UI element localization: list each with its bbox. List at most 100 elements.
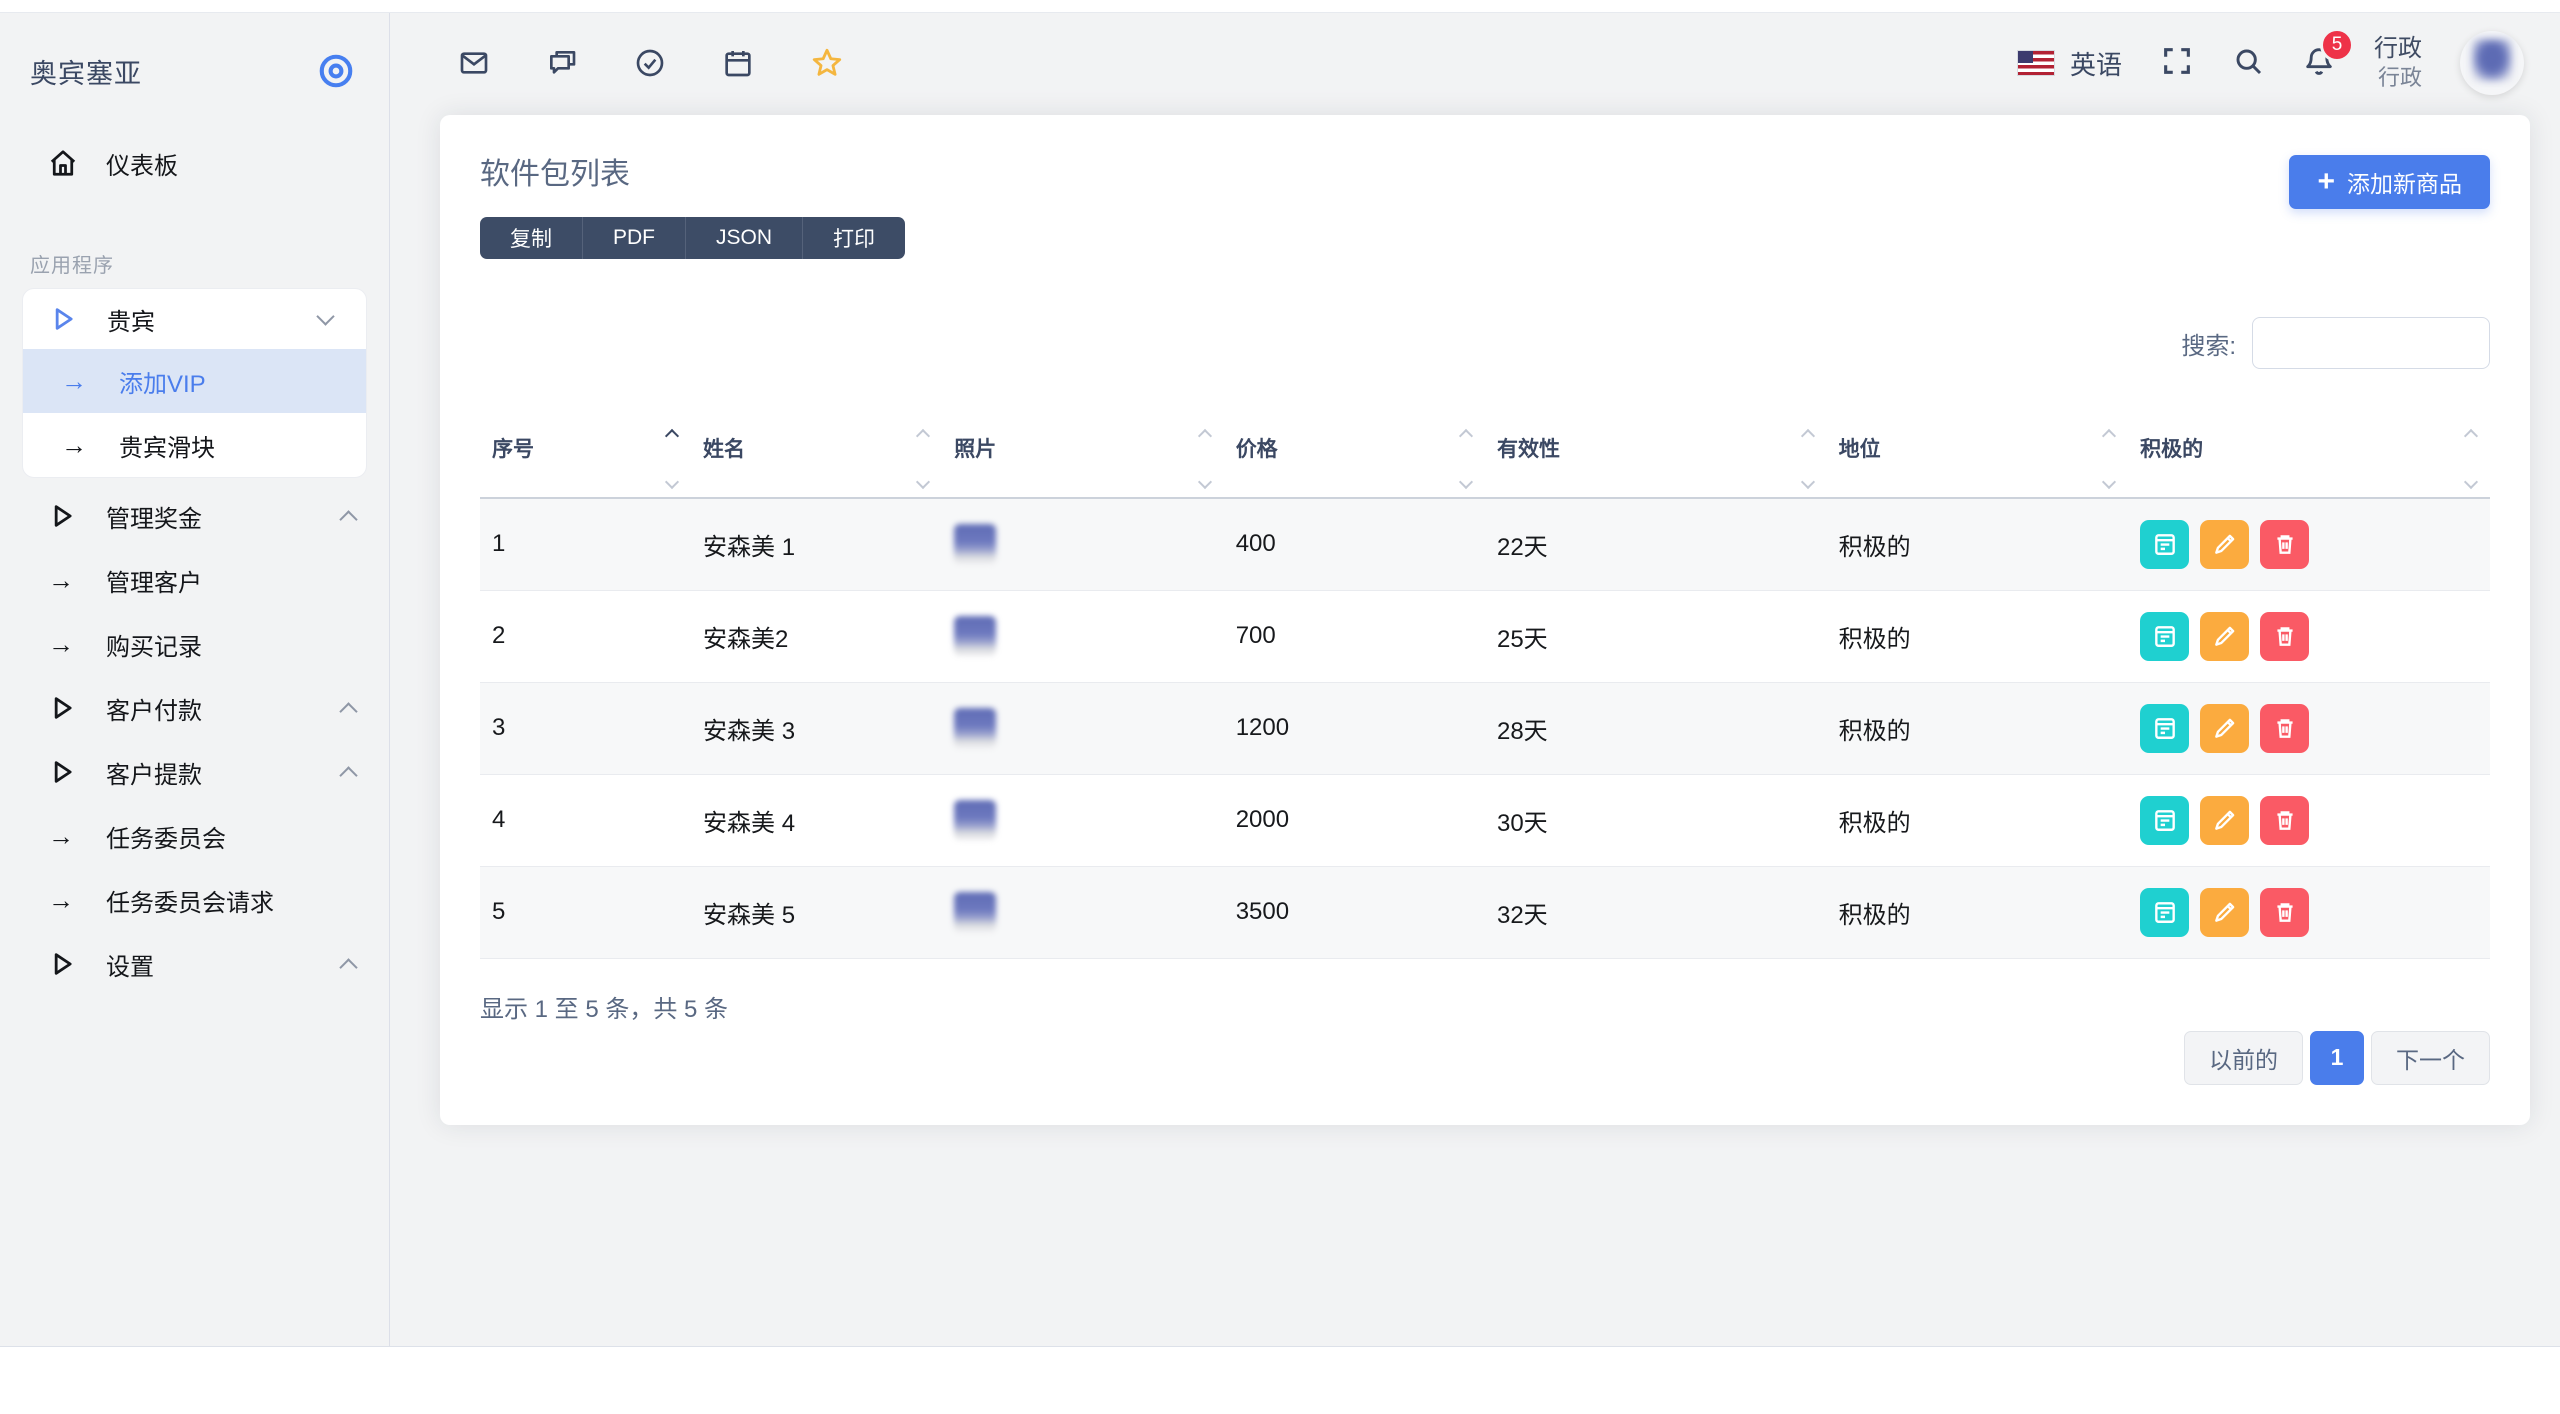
- view-button[interactable]: [2140, 519, 2190, 569]
- edit-button[interactable]: [2200, 519, 2250, 569]
- cell-validity: 32天: [1484, 866, 1827, 959]
- page-title: 软件包列表: [480, 158, 630, 191]
- notifications-bell[interactable]: 5: [2302, 27, 2354, 83]
- sidebar-item-label: 仪表板: [106, 152, 178, 180]
- cell-photo: [942, 866, 1224, 959]
- json-button[interactable]: JSON: [685, 217, 803, 259]
- sidebar-item-manage-customers[interactable]: → 管理客户: [0, 548, 389, 612]
- edit-button[interactable]: [2200, 795, 2250, 845]
- copy-button[interactable]: 复制: [480, 217, 582, 259]
- avatar[interactable]: [2460, 31, 2524, 95]
- edit-button[interactable]: [2200, 887, 2250, 937]
- sidebar-item-add-vip[interactable]: → 添加VIP: [23, 349, 366, 413]
- pdf-button[interactable]: PDF: [582, 217, 685, 259]
- trash-icon: [2277, 627, 2293, 646]
- next-page-button[interactable]: 下一个: [2371, 1030, 2490, 1085]
- table-search-label: 搜索:: [2181, 332, 2236, 360]
- user-name: 行政: [2374, 35, 2422, 63]
- table-row: 3 安森美 3 1200 28天 积极的: [480, 682, 2490, 775]
- sidebar-item-task-committee[interactable]: → 任务委员会: [0, 804, 389, 868]
- sort-asc-icon[interactable]: [916, 428, 931, 444]
- check-circle-icon[interactable]: [634, 47, 666, 79]
- sidebar-item-customer-withdrawals[interactable]: 客户提款: [0, 740, 389, 804]
- cell-actions: [2128, 682, 2490, 775]
- column-header-status[interactable]: 地位: [1826, 415, 2129, 499]
- sidebar-item-task-committee-requests[interactable]: → 任务委员会请求: [0, 868, 389, 932]
- view-button[interactable]: [2140, 703, 2190, 753]
- arrow-right-icon: →: [48, 629, 74, 659]
- column-header-validity[interactable]: 有效性: [1484, 415, 1827, 499]
- view-button[interactable]: [2140, 795, 2190, 845]
- sidebar-item-label: 管理客户: [106, 569, 202, 597]
- view-button[interactable]: [2140, 611, 2190, 661]
- sort-desc-icon[interactable]: [1197, 474, 1212, 490]
- sort-desc-icon[interactable]: [916, 474, 931, 490]
- add-new-product-button[interactable]: + 添加新商品: [2289, 155, 2490, 209]
- sort-desc-icon[interactable]: [664, 474, 680, 490]
- cell-status: 积极的: [1826, 498, 2129, 591]
- column-header-sn[interactable]: 序号: [480, 415, 692, 499]
- cell-actions: [2128, 590, 2490, 683]
- column-header-price[interactable]: 价格: [1223, 415, 1485, 499]
- top-strip: [0, 0, 2560, 13]
- sort-asc-icon[interactable]: [2463, 428, 2479, 444]
- fullscreen-icon[interactable]: [2160, 44, 2194, 83]
- sort-asc-icon[interactable]: [1800, 428, 1815, 444]
- user-info[interactable]: 行政 行政: [2374, 34, 2422, 92]
- sidebar-item-vip[interactable]: 贵宾: [23, 289, 366, 349]
- sidebar-toggle-icon[interactable]: [317, 52, 355, 90]
- search-icon[interactable]: [2232, 45, 2264, 82]
- column-header-name[interactable]: 姓名: [691, 415, 943, 499]
- mail-icon[interactable]: [458, 47, 490, 79]
- sidebar-item-dashboard[interactable]: 仪表板: [0, 131, 389, 195]
- trash-icon: [2277, 903, 2293, 922]
- language-selector[interactable]: 英语: [2017, 45, 2122, 82]
- sidebar-item-customer-payments[interactable]: 客户付款: [0, 676, 389, 740]
- sidebar-item-vip-slider[interactable]: → 贵宾滑块: [23, 413, 366, 477]
- page-number-button[interactable]: 1: [2310, 1030, 2364, 1085]
- sidebar-item-purchase-history[interactable]: → 购买记录: [0, 612, 389, 676]
- column-header-active[interactable]: 积极的: [2128, 415, 2490, 499]
- sort-asc-icon[interactable]: [664, 428, 680, 444]
- column-header-photo[interactable]: 照片: [942, 415, 1224, 499]
- chevron-up-icon: [339, 957, 358, 977]
- play-icon: [48, 950, 82, 978]
- edit-button[interactable]: [2200, 703, 2250, 753]
- pencil-icon: [2214, 902, 2234, 922]
- sort-desc-icon[interactable]: [2102, 474, 2117, 490]
- star-icon[interactable]: [810, 46, 844, 80]
- sidebar-item-label: 任务委员会请求: [106, 889, 274, 917]
- sort-asc-icon[interactable]: [2102, 428, 2117, 444]
- edit-button[interactable]: [2200, 611, 2250, 661]
- cell-name: 安森美2: [691, 590, 943, 683]
- user-role: 行政: [2377, 65, 2422, 91]
- chat-icon[interactable]: [546, 47, 578, 79]
- table-row: 2 安森美2 700 25天 积极的: [480, 590, 2490, 683]
- package-photo: [954, 800, 997, 840]
- print-button[interactable]: 打印: [802, 217, 906, 259]
- sort-desc-icon[interactable]: [1458, 474, 1474, 490]
- delete-button[interactable]: [2260, 795, 2310, 845]
- cell-name: 安森美 4: [691, 774, 943, 867]
- sort-desc-icon[interactable]: [2463, 474, 2479, 490]
- sidebar-item-settings[interactable]: 设置: [0, 932, 389, 996]
- pencil-icon: [2214, 626, 2234, 646]
- view-button[interactable]: [2140, 887, 2190, 937]
- sort-asc-icon[interactable]: [1458, 428, 1474, 444]
- sidebar-item-label: 购买记录: [106, 633, 202, 661]
- delete-button[interactable]: [2260, 703, 2310, 753]
- sidebar-item-manage-bonus[interactable]: 管理奖金: [0, 484, 389, 548]
- delete-button[interactable]: [2260, 887, 2310, 937]
- delete-button[interactable]: [2260, 611, 2310, 661]
- pencil-icon: [2214, 810, 2234, 830]
- previous-page-button[interactable]: 以前的: [2184, 1030, 2303, 1085]
- sort-asc-icon[interactable]: [1197, 428, 1212, 444]
- arrow-right-icon: →: [61, 430, 87, 460]
- export-button-group: 复制 PDF JSON 打印: [480, 217, 906, 259]
- calendar-icon[interactable]: [722, 47, 754, 79]
- chevron-up-icon: [339, 765, 358, 785]
- delete-button[interactable]: [2260, 519, 2310, 569]
- sort-desc-icon[interactable]: [1800, 474, 1815, 490]
- cell-sn: 2: [480, 590, 692, 683]
- table-search-input[interactable]: [2252, 317, 2490, 369]
